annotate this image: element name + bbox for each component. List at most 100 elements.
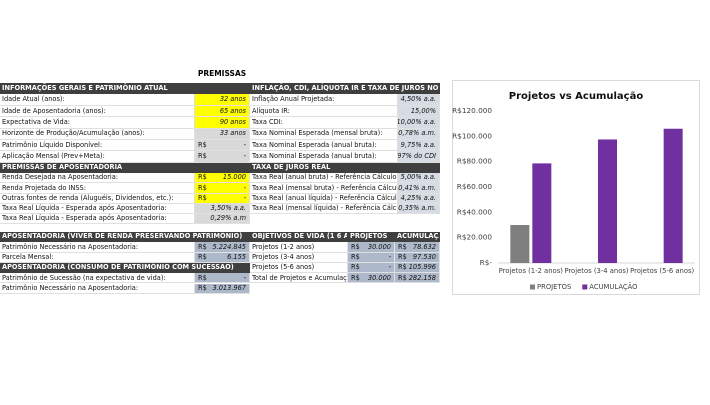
value-cell: 9,75% a.a. [398, 140, 440, 152]
currency: R$ [351, 252, 360, 261]
currency: R$ [198, 283, 207, 292]
y-tick-label: R$120.000 [452, 106, 492, 115]
row-label: Total de Projetos e Acumulação [250, 273, 348, 284]
currency: R$ [198, 183, 207, 192]
currency: R$ [398, 273, 407, 282]
row-label: Projetos (1-2 anos) [250, 242, 348, 253]
bar [532, 163, 552, 263]
currency: R$ [198, 140, 207, 149]
value: - [243, 140, 246, 149]
row-label: Idade Atual (anos): [0, 94, 195, 106]
value-cell: R$ - [195, 151, 250, 163]
value: 15.000 [222, 173, 246, 182]
value: 9,75% a.a. [400, 140, 436, 149]
value: 0,78% a.m. [398, 129, 436, 138]
section-header: INFORMAÇÕES GERAIS E PATRIMÔNIO ATUAL [0, 83, 250, 95]
currency: R$ [198, 242, 207, 251]
value: 3,50% a.a. [210, 204, 246, 213]
row-label: Idade de Aposentadoria (anos): [0, 105, 195, 118]
value: 0,35% a.m. [398, 204, 436, 213]
value: 97.530 [412, 252, 436, 261]
value-cell: R$ 5.224.845 [195, 242, 250, 253]
value: - [243, 183, 246, 192]
section-header: APOSENTADORIA (CONSUMO DE PATRIMÔNIO COM… [0, 262, 250, 274]
value-cell: 33 anos [195, 128, 250, 140]
currency: R$ [198, 152, 207, 161]
value: 97% do CDI [398, 152, 436, 161]
y-tick-label: R$40.000 [457, 207, 493, 216]
value-cell: R$ - [195, 140, 250, 152]
value-cell: R$ - [195, 273, 250, 284]
value-cell: 4,25% a.a. [398, 193, 440, 204]
row-label: Inflação Anual Projetada: [250, 94, 398, 106]
value: 5,00% a.a. [400, 173, 436, 182]
chart-frame [452, 80, 700, 295]
value-cell: R$ 15.000 [195, 173, 250, 184]
currency: R$ [351, 242, 360, 251]
table-header: PROJETOS [348, 232, 395, 243]
row-label: Patrimônio Necessário na Aposentadoria: [0, 283, 195, 294]
value-cell: 0,29% a.m [195, 214, 250, 225]
value: 32 anos [219, 95, 246, 104]
legend-label: ACUMULAÇÃO [589, 282, 637, 291]
row-label: Projetos (3-4 anos) [250, 252, 348, 263]
value: - [243, 193, 246, 202]
currency: R$ [398, 252, 407, 261]
row-label: Horizonte de Produção/Acumulação (anos): [0, 128, 195, 140]
row-label: Taxa Real (anual líquida) - Referência C… [250, 193, 398, 204]
value-cell: R$ - [195, 183, 250, 194]
value: - [243, 152, 246, 161]
row-label: Taxa Real Líquida - Esperada após Aposen… [0, 203, 195, 214]
value: 282.158 [408, 273, 436, 282]
value-cell: 0,41% a.m. [398, 183, 440, 194]
value: 30.000 [367, 242, 391, 251]
legend-swatch [582, 284, 588, 290]
row-label: Taxa Nominal Esperada (anual bruta): [250, 140, 398, 152]
row-label: Taxa Real (anual bruta) - Referência Cál… [250, 173, 398, 184]
value: 10,00% a.a. [398, 118, 436, 127]
currency: R$ [198, 273, 207, 282]
currency: R$ [198, 252, 207, 261]
currency: R$ [351, 273, 360, 282]
value: 6.155 [227, 252, 246, 261]
value: - [388, 252, 391, 261]
value: 5.224.845 [212, 242, 246, 251]
legend-swatch [530, 284, 535, 290]
value: 33 anos [219, 129, 246, 138]
value-cell: 15,00% [398, 105, 440, 118]
y-tick-label: R$20.000 [457, 233, 493, 242]
row-label: Patrimônio Líquido Disponível: [0, 140, 195, 152]
value: 15,00% [410, 106, 436, 115]
value-cell: 5,00% a.a. [398, 173, 440, 184]
bar [598, 139, 617, 263]
row-label: Taxa Nominal Esperada (anual bruta): [250, 151, 398, 163]
x-tick-label: Projetos (3-4 anos) [564, 267, 628, 275]
y-tick-label: R$100.000 [452, 131, 492, 140]
chart: Projetos vs Acumulação R$- R$20.000 R$40.0… [452, 80, 700, 295]
row-label: Alíquota IR: [250, 105, 398, 118]
value: 4,25% a.a. [400, 193, 436, 202]
value-cell: R$ 30.000 [348, 242, 395, 253]
row-label: Aplicação Mensal (Prev+Meta): [0, 151, 195, 163]
bar [663, 128, 683, 263]
row-label: Projetos (5-6 anos) [250, 262, 348, 274]
value-cell: R$ 3.013.967 [195, 283, 250, 294]
table-header: OBJETIVOS DE VIDA (1 6 ANOS) [250, 232, 348, 243]
row-label: Taxa Real Líquida - Esperada após Aposen… [0, 214, 195, 225]
value-cell: R$ - [195, 193, 250, 204]
value: 105.996 [408, 263, 436, 272]
row-label: Taxa Nominal Esperada (mensal bruta): [250, 128, 398, 140]
row-label: Renda Desejada na Aposentadoria: [0, 173, 195, 184]
value: 90 anos [219, 118, 246, 127]
value-cell: 0,35% a.m. [398, 203, 440, 214]
value-cell: 4,50% a.a. [398, 94, 440, 106]
row-label: Parcela Mensal: [0, 252, 195, 263]
row-label: Taxa Real (mensal bruta) - Referência Cá… [250, 183, 398, 194]
value-cell: R$ - [348, 262, 395, 274]
row-label: Taxa CDI: [250, 117, 398, 129]
currency: R$ [398, 263, 407, 272]
currency: R$ [398, 242, 407, 251]
value-cell: 97% do CDI [398, 151, 440, 163]
